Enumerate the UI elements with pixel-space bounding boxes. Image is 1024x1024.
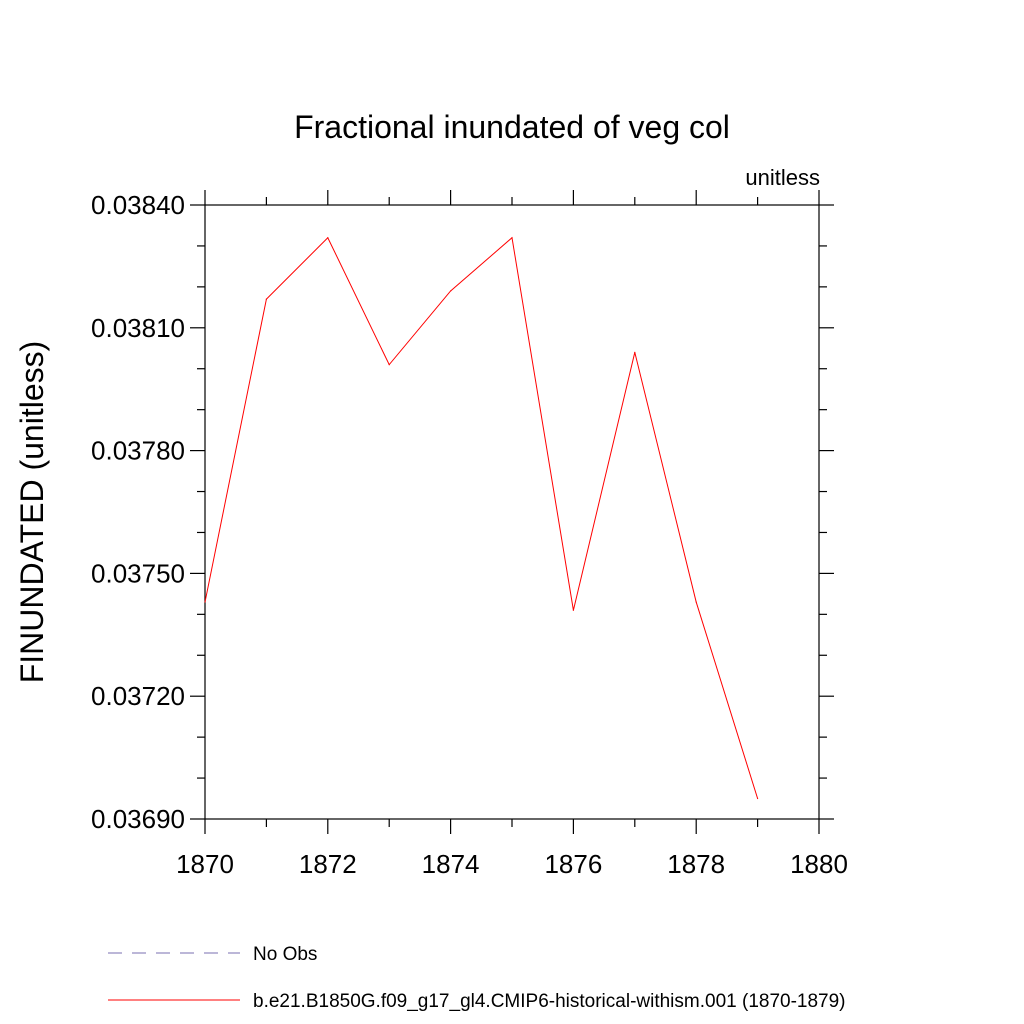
y-tick-label: 0.03750 <box>91 558 185 588</box>
data-point <box>757 797 759 800</box>
x-tick-labels: 1870 1872 1874 1876 1878 1880 <box>176 849 848 879</box>
x-tick-label: 1880 <box>790 849 848 879</box>
data-point <box>388 364 390 366</box>
y-tick-label: 0.03780 <box>91 436 185 466</box>
x-tick-label: 1878 <box>667 849 725 879</box>
legend-label: No Obs <box>253 944 317 965</box>
data-point <box>327 237 329 239</box>
data-point <box>450 290 452 292</box>
x-tick-label: 1874 <box>422 849 480 879</box>
axis-ticks <box>190 190 834 834</box>
data-point <box>695 601 697 603</box>
y-tick-labels: 0.03690 0.03720 0.03750 0.03780 0.03810 0.038… <box>91 190 185 834</box>
y-tick-label: 0.03690 <box>91 804 185 834</box>
y-axis-label: FINUNDATED (unitless) <box>14 341 50 684</box>
data-point <box>265 298 267 300</box>
data-point <box>634 351 636 353</box>
x-tick-label: 1870 <box>176 849 234 879</box>
units-label: unitless <box>745 165 820 190</box>
legend: No Obs b.e21.B1850G.f09_g17_gl4.CMIP6-his… <box>108 944 846 1012</box>
y-tick-label: 0.03840 <box>91 190 185 220</box>
y-tick-label: 0.03810 <box>91 313 185 343</box>
chart-title: Fractional inundated of veg col <box>294 109 730 145</box>
data-point <box>511 237 513 239</box>
series-line <box>204 236 759 799</box>
legend-label: b.e21.B1850G.f09_g17_gl4.CMIP6-historica… <box>253 991 846 1012</box>
data-point <box>204 601 206 603</box>
y-tick-label: 0.03720 <box>91 681 185 711</box>
x-tick-label: 1876 <box>544 849 602 879</box>
x-tick-label: 1872 <box>299 849 357 879</box>
plot-frame <box>204 204 820 820</box>
data-point <box>572 609 575 611</box>
series-layer <box>204 236 759 800</box>
